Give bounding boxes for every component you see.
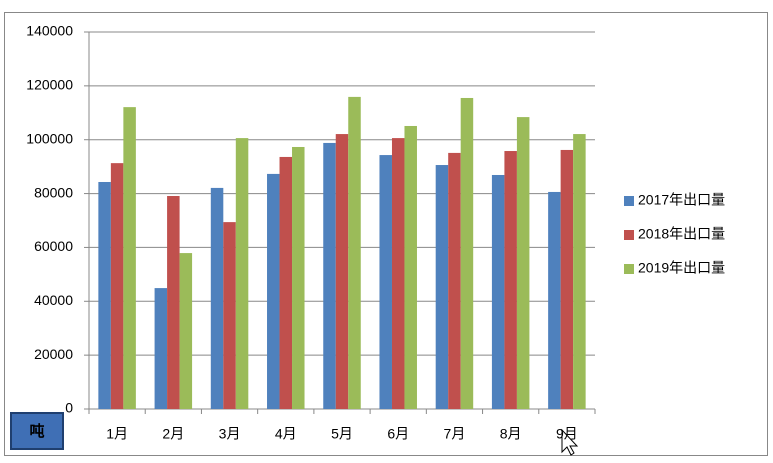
legend-swatch (624, 196, 634, 206)
bar (123, 107, 136, 410)
x-tick-label: 2月 (162, 426, 184, 442)
y-tick-label: 80000 (34, 184, 73, 200)
y-tick-label: 20000 (34, 346, 73, 362)
bar (379, 155, 392, 409)
legend-swatch (624, 264, 634, 274)
y-tick-label: 140000 (26, 23, 73, 39)
x-tick-label: 1月 (106, 426, 128, 442)
x-tick-label: 3月 (219, 426, 241, 442)
bar (560, 149, 574, 409)
bar (98, 181, 111, 409)
x-tick-label: 7月 (444, 426, 466, 442)
bar (167, 195, 180, 409)
bar (235, 138, 249, 409)
bar (179, 253, 193, 409)
bar (279, 156, 293, 409)
y-tick-label: 40000 (34, 292, 73, 308)
bar (223, 222, 236, 409)
legend-label: 2018年出口量 (638, 226, 725, 242)
bar (292, 146, 305, 410)
x-tick-label: 6月 (387, 426, 409, 442)
bar (435, 165, 449, 409)
x-tick-label: 9月 (556, 426, 578, 442)
bar (504, 151, 517, 409)
x-tick-label: 4月 (275, 426, 297, 442)
bar (210, 187, 224, 409)
unit-button[interactable] (10, 412, 64, 450)
x-tick-label: 5月 (331, 426, 353, 442)
bar (460, 97, 474, 409)
legend-label: 2017年出口量 (638, 192, 725, 208)
bar (348, 96, 361, 409)
bar (267, 173, 280, 409)
x-tick-label: 8月 (500, 426, 522, 442)
bar (573, 134, 586, 410)
bar (548, 191, 561, 409)
bar (154, 288, 168, 409)
legend-swatch (624, 230, 634, 240)
y-tick-label: 60000 (34, 238, 73, 254)
bar (323, 142, 336, 409)
bar (404, 125, 417, 409)
y-tick-label: 0 (65, 400, 73, 416)
bar (491, 174, 505, 409)
bar (110, 163, 124, 409)
legend-label: 2019年出口量 (638, 260, 725, 276)
y-tick-label: 100000 (26, 130, 73, 146)
bar (516, 117, 530, 409)
cursor (561, 428, 579, 456)
bar (391, 138, 405, 409)
bar (448, 152, 461, 409)
bar (335, 134, 349, 410)
unit-label[interactable]: 吨 (29, 422, 44, 440)
y-tick-label: 120000 (26, 77, 73, 93)
